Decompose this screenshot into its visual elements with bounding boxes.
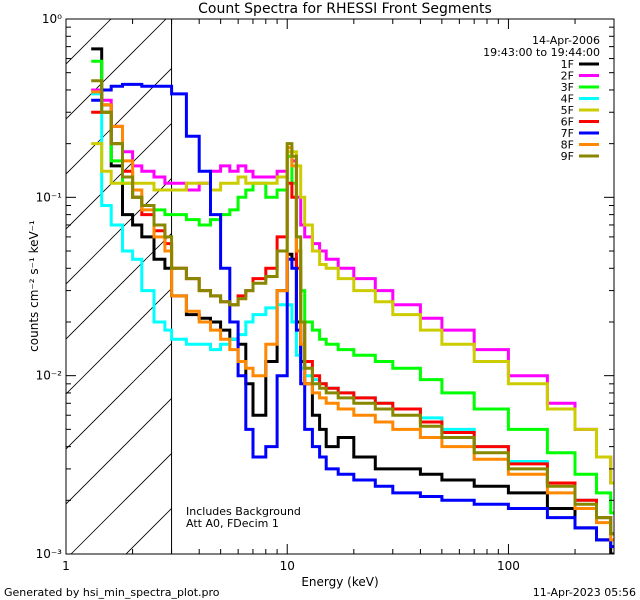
hatch-line xyxy=(66,19,167,120)
x-tick-label: 1 xyxy=(62,559,70,573)
y-axis-label: counts cm⁻² s⁻¹ keV⁻¹ xyxy=(27,220,41,352)
hatch-line xyxy=(66,177,172,285)
series-5F xyxy=(91,142,614,485)
date-label: 14-Apr-2006 xyxy=(532,34,600,47)
axes: 10⁰ 10⁻¹ 10⁻² 10⁻³1 10 100 xyxy=(36,12,615,573)
excluded-region-hatch xyxy=(66,19,173,554)
legend-label-2F: 2F xyxy=(561,70,574,83)
series-layer xyxy=(91,47,614,554)
hatch-line xyxy=(66,397,172,505)
hatch-line xyxy=(70,452,172,554)
x-tick-label: 10 xyxy=(280,559,295,573)
series-4F xyxy=(91,92,614,536)
footer-generated-by: Generated by hsi_min_spectra_plot.pro xyxy=(4,586,220,599)
time-range-label: 19:43:00 to 19:44:00 xyxy=(483,46,600,59)
legend-label-6F: 6F xyxy=(561,116,574,129)
hatch-line xyxy=(66,232,172,340)
plot-frame xyxy=(65,18,615,555)
x-axis-label: Energy (keV) xyxy=(301,575,378,589)
legend-label-3F: 3F xyxy=(561,81,574,94)
legend-label-8F: 8F xyxy=(561,139,574,152)
chart-title: Count Spectra for RHESSI Front Segments xyxy=(198,1,492,17)
legend-label-5F: 5F xyxy=(561,104,574,117)
legend-label-7F: 7F xyxy=(561,127,574,140)
annotation-attenuator: Att A0, FDecim 1 xyxy=(186,517,279,530)
hatch-line xyxy=(66,287,172,395)
x-tick-label: 100 xyxy=(497,559,520,573)
footer-timestamp: 11-Apr-2023 05:56 xyxy=(533,586,636,599)
y-tick-label: 10⁻³ xyxy=(36,547,63,561)
series-9F xyxy=(91,79,614,536)
series-8F xyxy=(91,90,614,542)
annotation-background: Includes Background xyxy=(186,505,301,518)
y-tick-label: 10⁰ xyxy=(42,12,62,26)
legend-label-4F: 4F xyxy=(561,93,574,106)
legend-label-1F: 1F xyxy=(561,58,574,71)
y-tick-label: 10⁻¹ xyxy=(36,190,63,204)
y-tick-label: 10⁻² xyxy=(36,369,63,383)
series-6F xyxy=(91,110,614,536)
hatch-line xyxy=(66,342,172,450)
hatch-line xyxy=(66,19,112,65)
series-7F xyxy=(91,82,614,549)
legend-label-9F: 9F xyxy=(561,150,574,163)
